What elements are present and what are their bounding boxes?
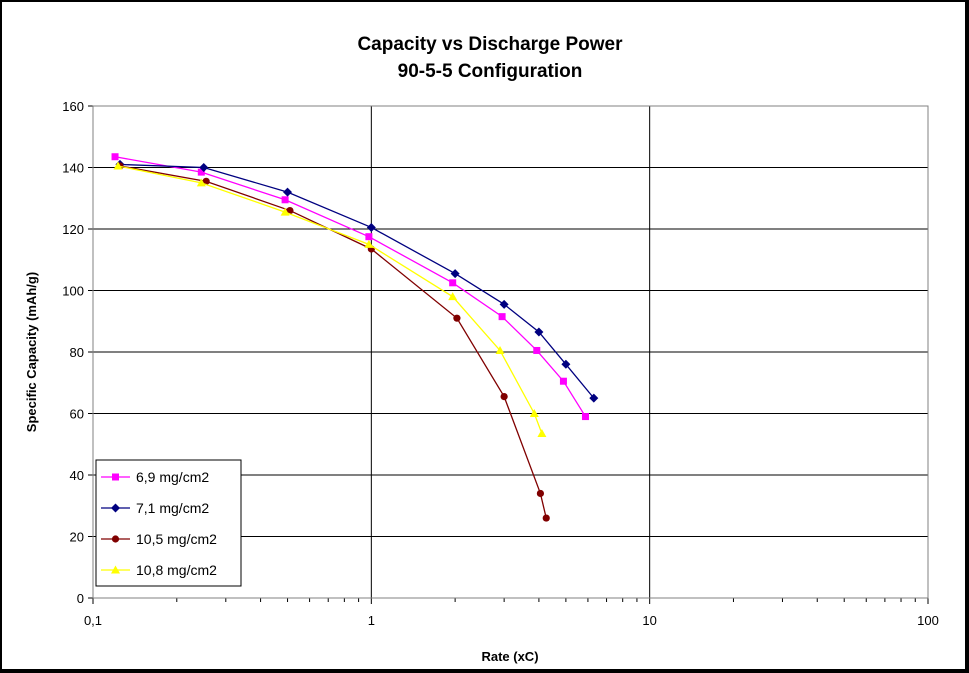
data-point [529,409,539,417]
y-tick-label: 120 [62,222,84,237]
series-line [119,165,547,519]
legend-marker [112,473,119,481]
data-point [559,377,567,385]
y-axis-title: Specific Capacity (mAh/g) [24,272,39,432]
series-3 [116,162,550,522]
data-point [536,489,545,498]
x-tick-label: 10 [642,613,656,628]
data-point [366,222,376,232]
y-tick-label: 0 [77,591,84,606]
data-point [364,239,374,248]
x-axis-title: Rate (xC) [481,649,538,664]
data-point [495,345,505,354]
y-tick-label: 40 [70,468,84,483]
data-point [542,514,550,522]
data-point [286,206,294,215]
data-point [283,187,293,197]
legend-label: 7,1 mg/cm2 [136,500,209,516]
y-tick-label: 100 [62,284,84,299]
y-tick-label: 160 [62,99,84,114]
data-point [581,413,589,421]
chart-title: Capacity vs Discharge Power [357,34,623,55]
data-point [453,314,461,322]
data-point [533,346,541,354]
x-tick-label: 100 [917,613,939,628]
legend-marker [111,535,120,543]
legend-marker [111,565,120,574]
legend-label: 6,9 mg/cm2 [136,469,209,485]
x-tick-label: 1 [368,613,375,628]
data-point [449,279,457,287]
y-tick-label: 140 [62,161,84,176]
series-4 [113,161,547,437]
data-point [197,168,205,176]
data-point [199,163,209,172]
y-tick-label: 20 [70,530,84,545]
y-tick-label: 60 [70,407,84,422]
chart-subtitle: 90-5-5 Configuration [398,61,583,82]
data-point [113,161,123,170]
legend-box [95,459,242,587]
series-2 [115,159,599,403]
x-tick-label: 0,1 [84,613,102,628]
series-line [117,165,543,434]
data-point [202,177,210,185]
data-point [534,327,544,337]
series-group [111,153,599,522]
data-point [500,392,508,401]
legend-label: 10,8 mg/cm2 [136,562,217,578]
series-1 [111,153,589,421]
data-point [280,207,290,216]
y-tick-label: 80 [70,345,84,360]
data-point [450,269,460,279]
legend-label: 10,5 mg/cm2 [136,531,217,547]
data-point [365,233,373,241]
data-point [499,299,509,309]
data-point [111,153,119,161]
data-point [281,196,289,204]
data-point [589,393,599,403]
plot-border [92,105,929,599]
data-point [561,359,571,369]
data-point [537,428,547,437]
legend: 6,9 mg/cm2 7,1 mg/cm2 10,5 mg/cm2 10,8 mg/c… [95,459,242,587]
data-point [448,292,458,301]
legend-marker [111,503,120,513]
data-point [498,313,506,321]
data-point [196,178,206,187]
